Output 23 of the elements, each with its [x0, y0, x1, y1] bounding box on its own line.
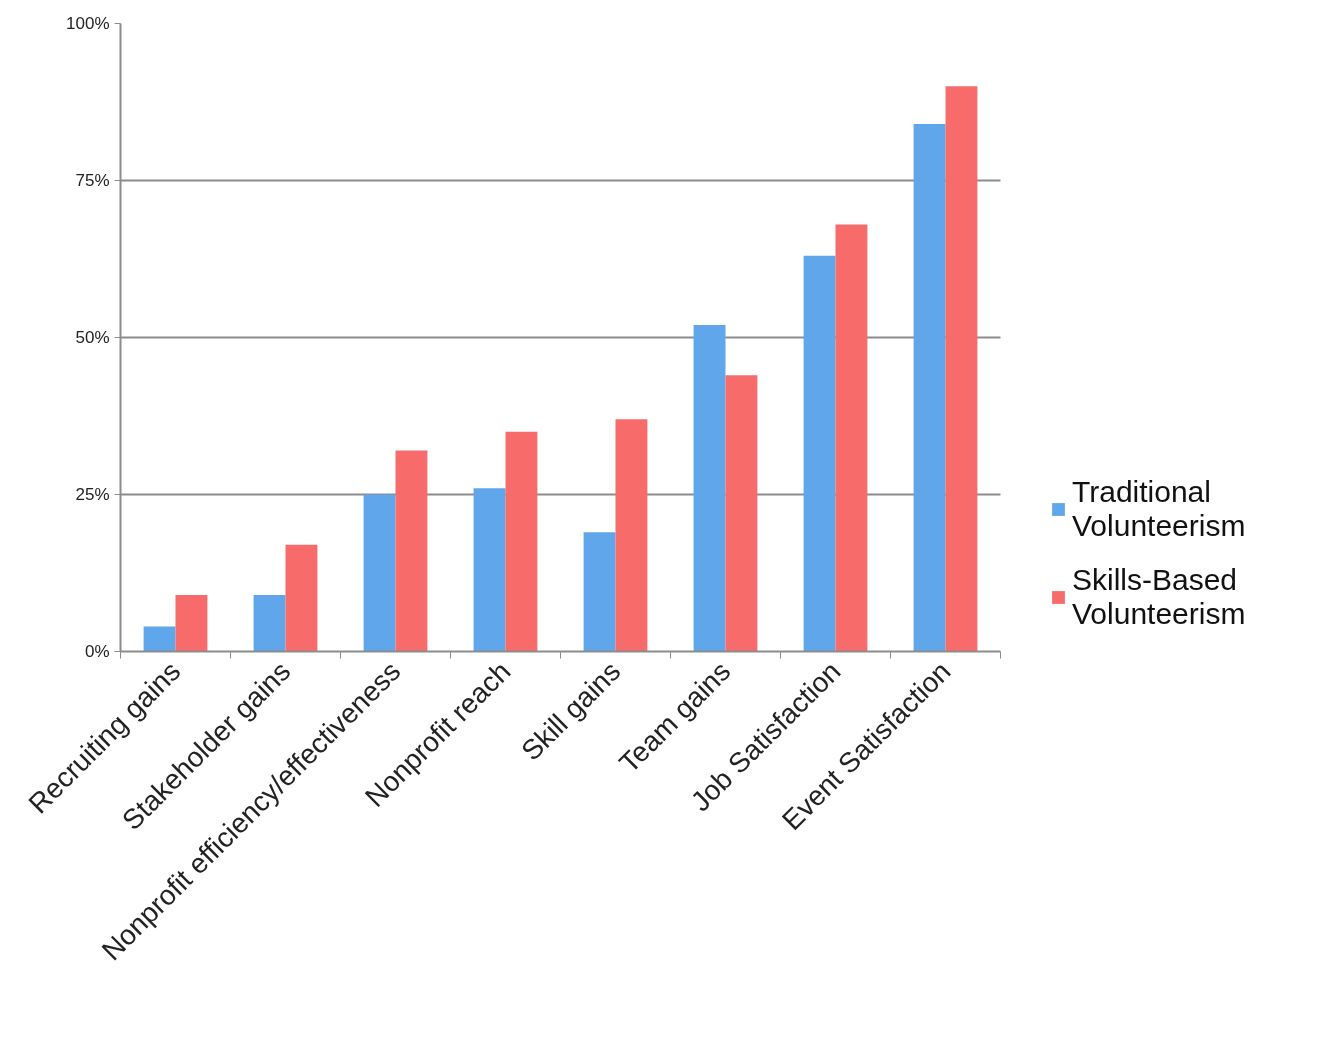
bar — [175, 594, 208, 652]
bar — [803, 255, 836, 652]
y-tick-label: 25% — [75, 485, 110, 504]
bar — [583, 532, 616, 652]
bar — [473, 488, 506, 652]
bar — [253, 594, 286, 652]
legend-label: Traditional Volunteerism — [1072, 475, 1246, 543]
bar — [913, 123, 946, 652]
bar — [505, 431, 538, 652]
bar — [725, 375, 758, 652]
bar — [363, 494, 396, 652]
y-tick-label: 0% — [84, 642, 110, 661]
y-tick-label: 75% — [75, 171, 110, 190]
bar — [395, 450, 428, 652]
y-tick-label: 50% — [75, 328, 110, 347]
bar — [615, 419, 648, 652]
y-tick-label: 100% — [66, 14, 110, 33]
bar — [693, 324, 726, 652]
bar — [143, 626, 176, 652]
bar — [285, 544, 318, 652]
bar — [945, 86, 978, 652]
bar — [835, 224, 868, 652]
legend-label: Skills-Based Volunteerism — [1072, 563, 1246, 631]
